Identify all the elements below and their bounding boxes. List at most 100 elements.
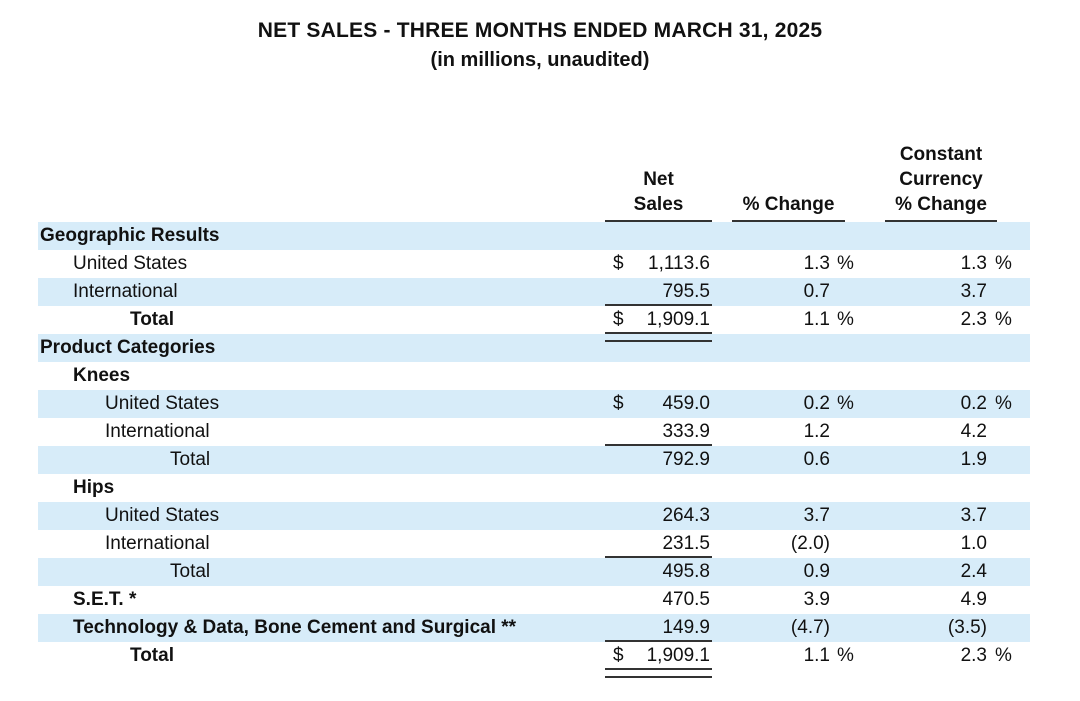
column-gap (712, 418, 732, 446)
net-sales-value: 795.5 (662, 281, 710, 302)
table-row: International 333.9 1.2 4.2 (38, 418, 1030, 446)
pct-change-suffix (830, 334, 864, 362)
constant-currency-value: 1.0 (960, 533, 987, 554)
constant-currency-suffix (987, 222, 1026, 250)
column-gap (864, 474, 905, 502)
pct-change-value: (2.0) (790, 533, 830, 554)
net-sales-cell: $ 1,909.1 (605, 642, 712, 678)
constant-currency-value (905, 334, 987, 362)
table-row: Knees (38, 362, 1030, 390)
constant-currency-header-line3: % Change (895, 194, 987, 215)
constant-currency-suffix: % (995, 309, 1012, 330)
net-sales-cell: 149.9 (605, 614, 712, 642)
column-gap (864, 222, 905, 250)
net-sales-cell: 792.9 (605, 446, 712, 474)
table-row: International 231.5 (2.0) 1.0 (38, 530, 1030, 558)
row-label: United States (105, 505, 220, 526)
pct-change-value: 0.9 (803, 561, 830, 582)
page-subtitle: (in millions, unaudited) (430, 49, 650, 71)
net-sales-cell: 231.5 (605, 530, 712, 558)
constant-currency-suffix: % (995, 253, 1012, 274)
column-gap (864, 530, 905, 558)
column-gap (712, 250, 732, 278)
column-gap (864, 418, 905, 446)
net-sales-value: 1,909.1 (646, 309, 710, 330)
column-gap (712, 474, 732, 502)
pct-change-suffix: % (837, 645, 854, 666)
column-gap (864, 446, 905, 474)
dollar-sign: $ (613, 393, 624, 414)
net-sales-header-line2: Sales (633, 194, 684, 215)
constant-currency-value: 2.3 (960, 645, 987, 666)
table-row: S.E.T. * 470.5 3.9 4.9 (38, 586, 1030, 614)
column-gap (712, 306, 732, 334)
net-sales-cell: $ 459.0 (605, 390, 712, 418)
pct-change-suffix: % (837, 253, 854, 274)
pct-change-value: 0.6 (803, 449, 830, 470)
net-sales-column-header: Net Sales (605, 167, 712, 222)
column-gap (864, 558, 905, 586)
pct-change-suffix (830, 222, 864, 250)
constant-currency-value: 2.3 (960, 309, 987, 330)
net-sales-value (613, 362, 712, 390)
constant-currency-suffix (987, 530, 1026, 558)
constant-currency-value: 1.9 (960, 449, 987, 470)
column-gap (864, 250, 905, 278)
pct-change-value: (4.7) (790, 617, 830, 638)
pct-change-value (732, 362, 830, 390)
column-gap (864, 502, 905, 530)
pct-change-value: 1.3 (803, 253, 830, 274)
column-gap (864, 390, 905, 418)
column-gap (864, 306, 905, 334)
pct-change-suffix (830, 502, 864, 530)
column-gap (864, 642, 905, 670)
constant-currency-suffix (987, 614, 1026, 642)
pct-change-suffix (830, 558, 864, 586)
constant-currency-value (905, 222, 987, 250)
row-label: Geographic Results (40, 225, 220, 246)
constant-currency-value: (3.5) (947, 617, 987, 638)
constant-currency-header-line1: Constant (899, 144, 983, 165)
column-gap (864, 614, 905, 642)
pct-change-suffix (830, 474, 864, 502)
pct-change-value: 3.7 (803, 505, 830, 526)
net-sales-value: 459.0 (662, 393, 710, 414)
constant-currency-value (905, 474, 987, 502)
column-gap (712, 334, 732, 362)
row-label: Total (170, 449, 211, 470)
column-gap (712, 530, 732, 558)
column-gap (712, 558, 732, 586)
net-sales-value: 1,909.1 (646, 645, 710, 666)
pct-change-value: 0.2 (803, 393, 830, 414)
row-label: Knees (73, 365, 131, 386)
constant-currency-suffix: % (995, 393, 1012, 414)
pct-change-suffix (830, 614, 864, 642)
table-row: Product Categories (38, 334, 1030, 362)
title-block: NET SALES - THREE MONTHS ENDED MARCH 31,… (0, 0, 1080, 74)
column-gap (864, 362, 905, 390)
net-sales-value (613, 474, 712, 502)
constant-currency-suffix (987, 418, 1026, 446)
row-label: International (73, 281, 178, 302)
net-sales-value: 333.9 (662, 421, 710, 442)
table-row: United States $ 1,113.6 1.3 % 1.3 % (38, 250, 1030, 278)
table-body: Geographic Results United States $ 1,113… (38, 222, 1030, 678)
table-header-row: Net Sales % Change Constant Currency % C… (38, 138, 1030, 222)
net-sales-table: Net Sales % Change Constant Currency % C… (38, 138, 1030, 678)
constant-currency-suffix (987, 502, 1026, 530)
row-label: International (105, 533, 210, 554)
net-sales-cell (605, 362, 712, 390)
net-sales-cell: 470.5 (605, 586, 712, 614)
column-gap (864, 586, 905, 614)
pct-change-suffix (830, 446, 864, 474)
constant-currency-suffix: % (995, 645, 1012, 666)
table-row: United States $ 459.0 0.2 % 0.2 % (38, 390, 1030, 418)
net-sales-value: 264.3 (662, 505, 710, 526)
constant-currency-value: 0.2 (960, 393, 987, 414)
pct-change-value: 1.1 (803, 309, 830, 330)
dollar-sign: $ (613, 309, 624, 330)
net-sales-cell: 495.8 (605, 558, 712, 586)
net-sales-cell (605, 474, 712, 502)
column-gap (712, 390, 732, 418)
net-sales-value: 470.5 (662, 589, 710, 610)
